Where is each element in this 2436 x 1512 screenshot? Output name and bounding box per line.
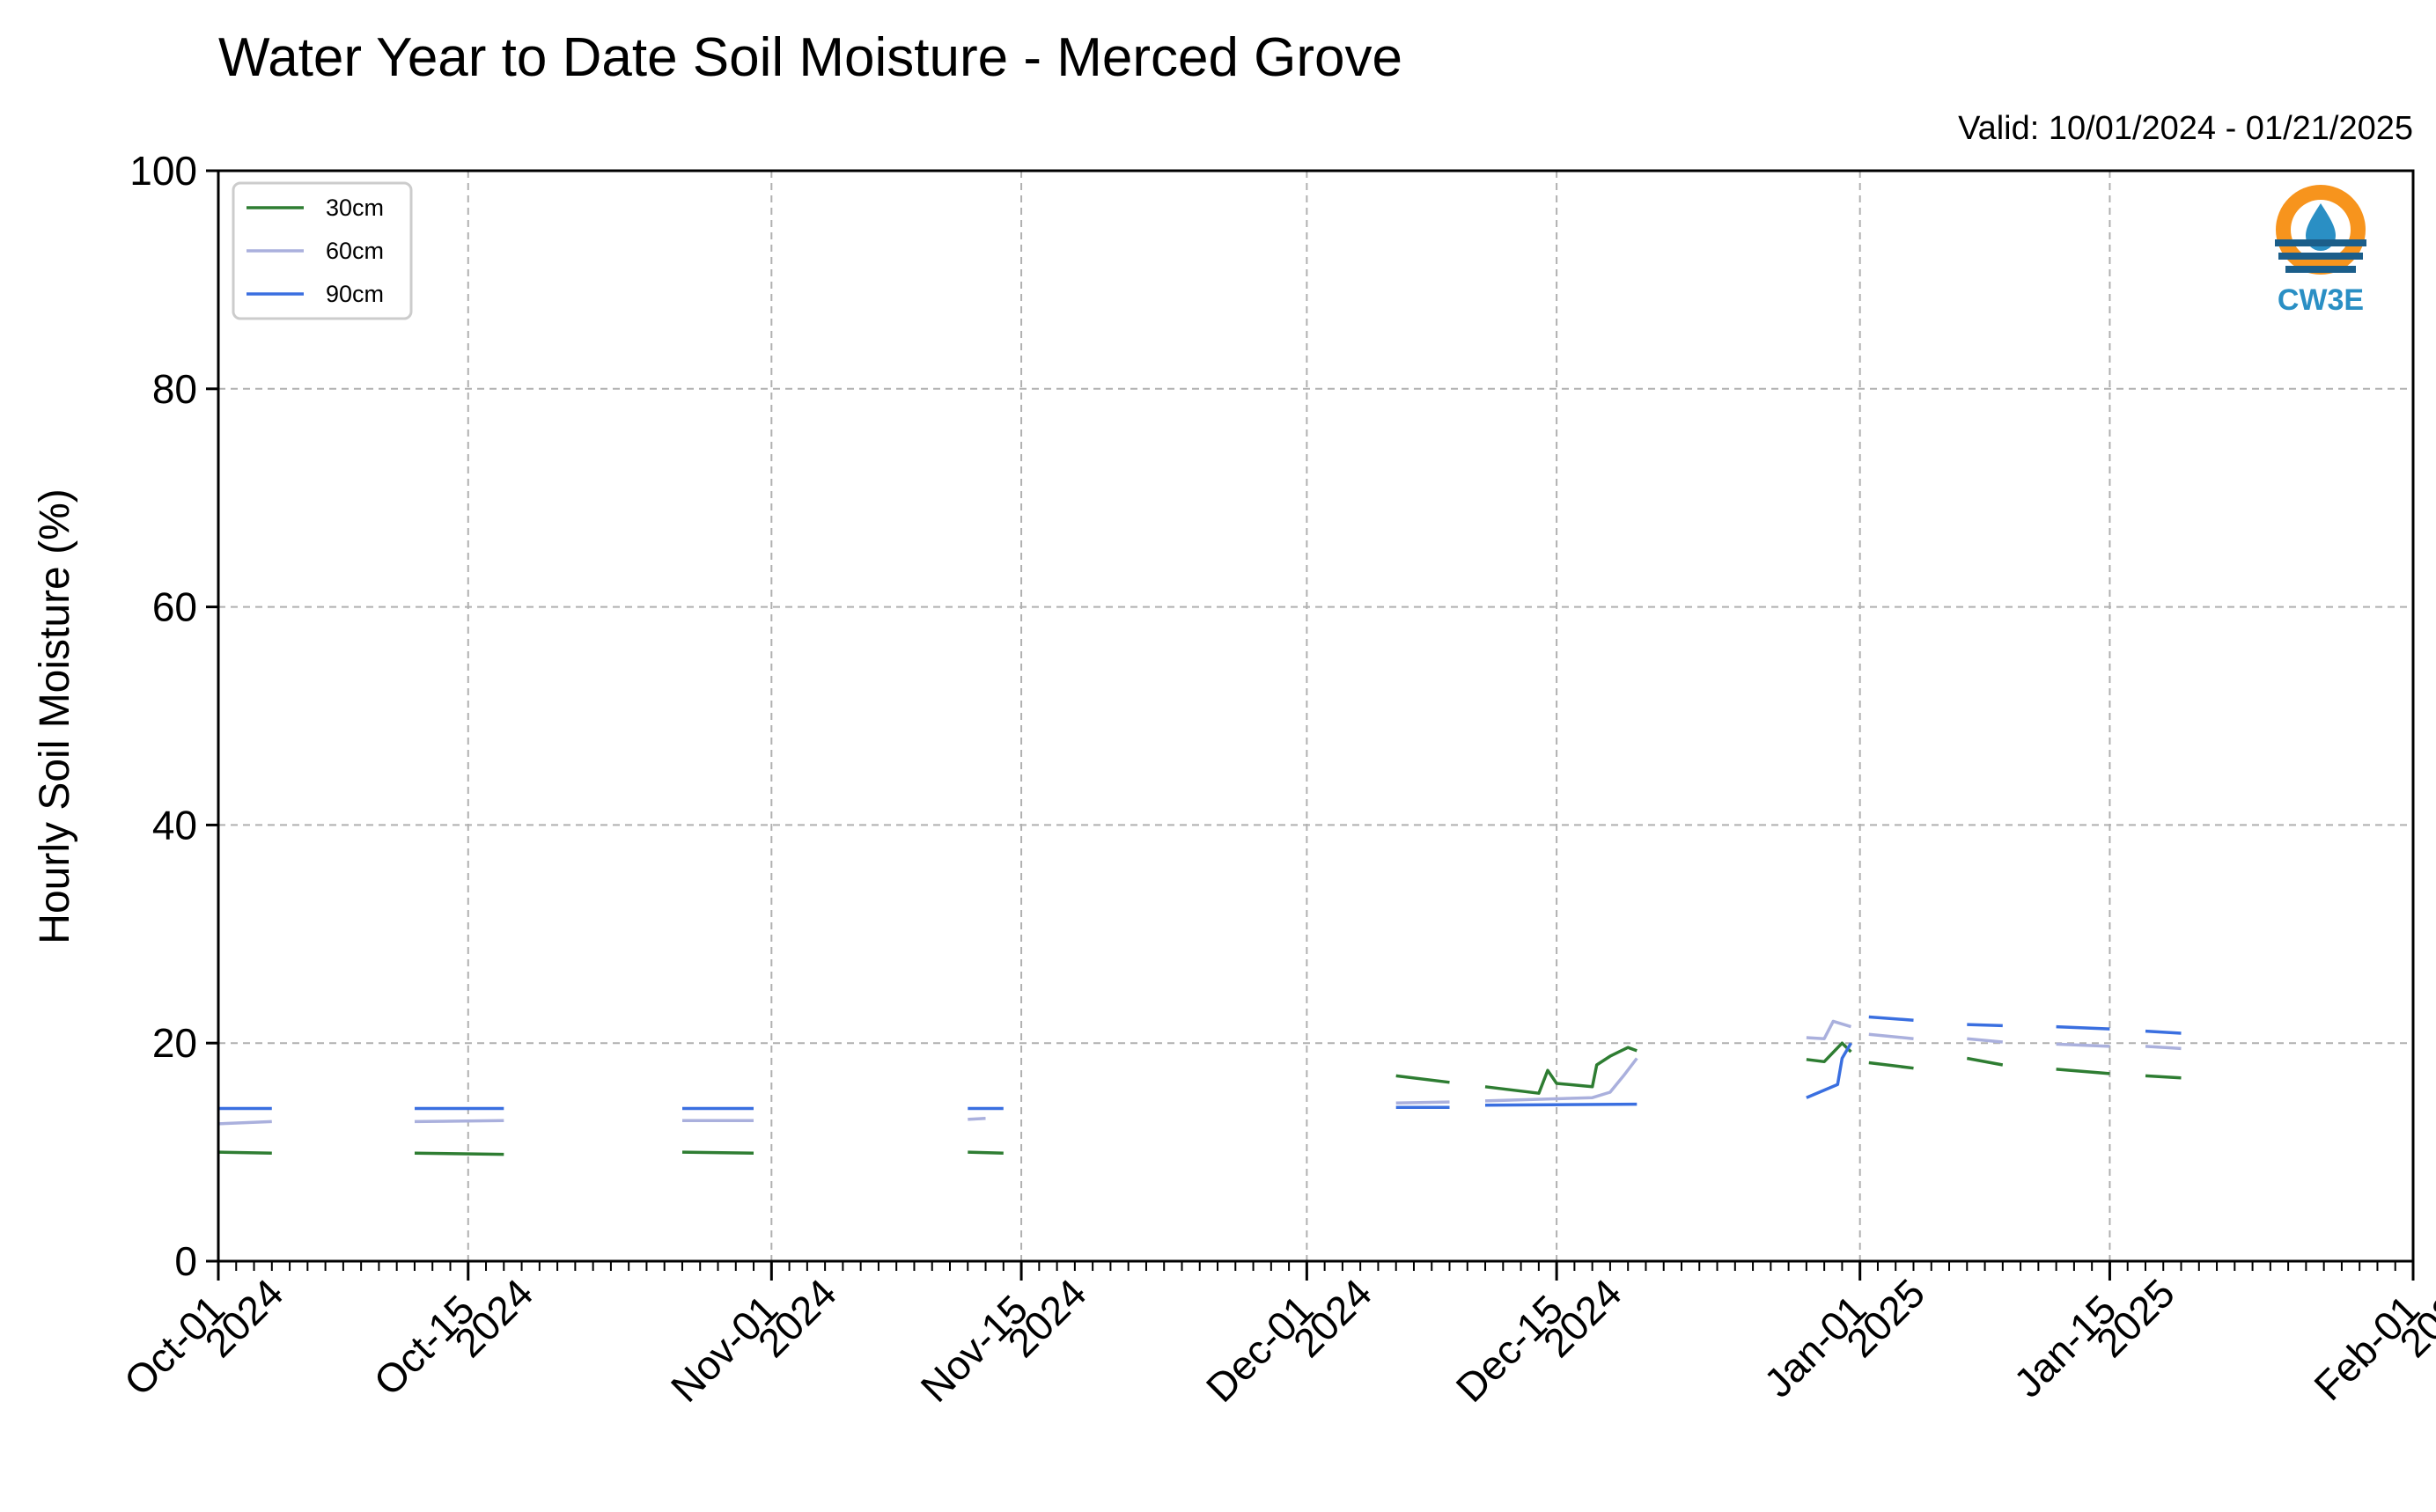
series-line-60cm (1395, 1100, 1450, 1105)
series-line-30cm (681, 1150, 754, 1156)
series-30cm (217, 1041, 2182, 1156)
y-tick-label: 0 (174, 1238, 197, 1284)
series-line-30cm (217, 1150, 272, 1156)
series-line-30cm (1484, 1046, 1637, 1095)
series-line-30cm (2145, 1074, 2182, 1080)
y-tick-label: 60 (152, 584, 197, 630)
series-line-90cm (1967, 1023, 2003, 1028)
y-tick-label: 20 (152, 1020, 197, 1066)
series-line-90cm (1806, 1042, 1853, 1099)
y-axis-label: Hourly Soil Moisture (%) (32, 488, 78, 943)
series-line-90cm (2056, 1024, 2110, 1031)
series-line-60cm (1868, 1032, 1914, 1040)
legend: 30cm 60cm 90cm (232, 181, 413, 320)
y-tick-label: 100 (129, 148, 197, 194)
series-line-60cm (217, 1119, 272, 1126)
series-60cm (217, 1019, 2182, 1126)
series-line-90cm (1868, 1015, 1914, 1022)
logo-drop-icon (2306, 203, 2336, 251)
data-series (217, 1015, 2182, 1156)
grid (218, 171, 2413, 1261)
series-line-60cm (2056, 1042, 2110, 1048)
series-line-60cm (2145, 1045, 2182, 1051)
legend-label: 90cm (326, 281, 384, 307)
y-tick-label: 40 (152, 802, 197, 848)
series-line-60cm (1484, 1057, 1638, 1103)
series-line-30cm (1806, 1041, 1852, 1064)
series-line-30cm (1868, 1061, 1914, 1070)
series-line-60cm (414, 1119, 504, 1124)
y-axis: 0 20 40 60 80 100 (129, 148, 218, 1284)
series-line-30cm (1966, 1056, 2004, 1067)
y-tick-label: 80 (152, 366, 197, 412)
series-line-30cm (414, 1151, 504, 1156)
logo-waves-icon (2275, 239, 2366, 273)
series-line-60cm (1806, 1019, 1852, 1040)
cw3e-logo: CW3E (2275, 185, 2366, 317)
chart-subtitle: Valid: 10/01/2024 - 01/21/2025 (1958, 110, 2413, 147)
legend-box (232, 181, 413, 320)
logo-text: CW3E (2278, 283, 2364, 317)
legend-label: 30cm (326, 195, 384, 221)
series-90cm (218, 1015, 2182, 1111)
series-line-30cm (1395, 1074, 1450, 1084)
chart-title: Water Year to Date Soil Moisture - Merce… (218, 27, 1402, 88)
series-line-30cm (968, 1150, 1004, 1156)
series-line-90cm (2145, 1029, 2182, 1035)
plot-frame (217, 169, 2415, 1263)
legend-label: 60cm (326, 238, 384, 264)
series-line-30cm (2056, 1068, 2110, 1075)
series-line-60cm (1967, 1037, 2003, 1044)
